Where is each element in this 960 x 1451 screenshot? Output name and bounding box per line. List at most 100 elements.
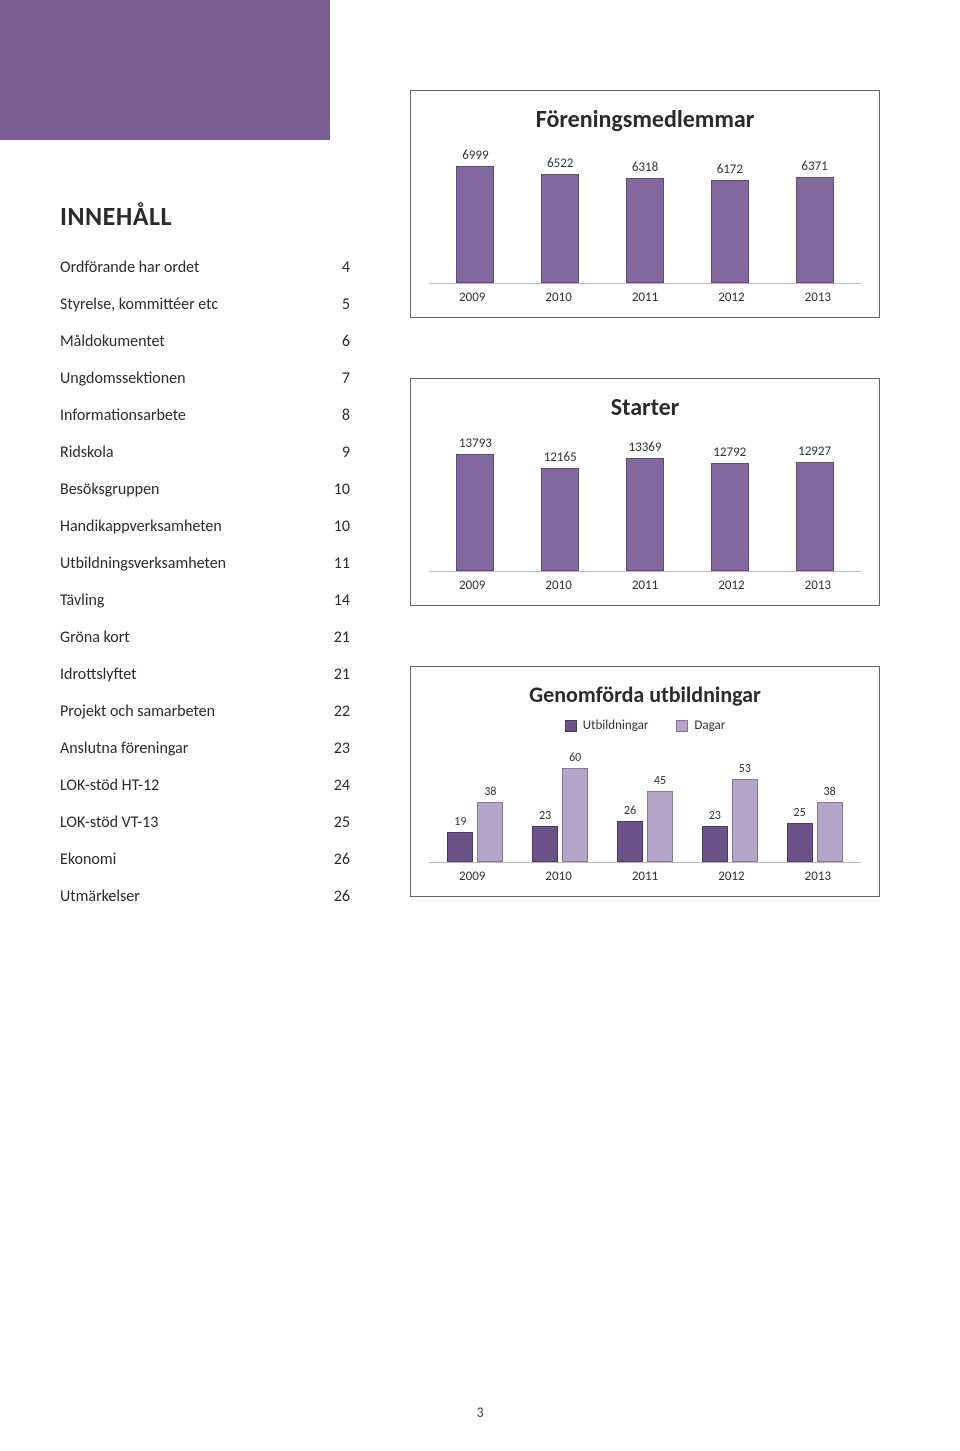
bar-group: 26 45	[603, 743, 688, 862]
toc-row: Måldokumentet6	[60, 332, 350, 351]
bar-value-label: 6172	[717, 162, 743, 177]
bar-slot: 6522	[518, 144, 603, 283]
toc-row: Gröna kort21	[60, 628, 350, 647]
charts-column: Föreningsmedlemmar 69996522631861726371 …	[410, 90, 880, 957]
bar-value-label: 6999	[462, 148, 488, 163]
x-tick-label: 2011	[602, 869, 688, 884]
x-tick-label: 2013	[775, 578, 861, 593]
bar-value-label: 19	[454, 815, 466, 829]
bar-value-label: 26	[624, 804, 636, 818]
bar	[617, 821, 643, 862]
bar	[541, 174, 579, 283]
bar	[532, 826, 558, 862]
bar	[787, 823, 813, 862]
x-tick-label: 2012	[688, 869, 774, 884]
bar-slot: 13793	[433, 432, 518, 571]
x-tick-label: 2012	[688, 290, 774, 305]
bar-value-label: 12792	[713, 445, 746, 460]
bar	[732, 779, 758, 862]
toc-row: Ridskola9	[60, 443, 350, 462]
bar-value-label: 13369	[629, 440, 662, 455]
bar-slot: 6172	[687, 144, 772, 283]
legend-item: Utbildningar	[565, 718, 649, 733]
bar-slot: 6999	[433, 144, 518, 283]
bar-value-label: 45	[654, 774, 666, 788]
bar-wrap: 25	[787, 743, 813, 862]
bar-value-label: 6522	[547, 156, 573, 171]
chart3-title: Genomförda utbildningar	[429, 681, 861, 708]
bar	[796, 462, 834, 571]
toc-item-label: Besöksgruppen	[60, 480, 320, 499]
chart2-bars: 1379312165133691279212927	[429, 432, 861, 572]
bar	[647, 791, 673, 862]
toc-item-page: 23	[320, 739, 350, 758]
toc-item-page: 9	[320, 443, 350, 462]
bar-value-label: 53	[739, 762, 751, 776]
toc-item-page: 4	[320, 258, 350, 277]
chart3-x-axis: 20092010201120122013	[429, 869, 861, 884]
toc-item-label: Handikappverksamheten	[60, 517, 320, 536]
toc-item-label: Måldokumentet	[60, 332, 320, 351]
bar-value-label: 6371	[801, 159, 827, 174]
toc-row: Tävling14	[60, 591, 350, 610]
toc-item-page: 7	[320, 369, 350, 388]
chart2-title: Starter	[429, 393, 861, 422]
bar-wrap: 60	[562, 743, 588, 862]
bar-wrap: 23	[532, 743, 558, 862]
bar-value-label: 12165	[544, 450, 577, 465]
toc-row: LOK-stöd HT-1224	[60, 776, 350, 795]
bar-slot: 6371	[772, 144, 857, 283]
bar	[456, 166, 494, 283]
toc-item-page: 10	[320, 480, 350, 499]
toc-row: Besöksgruppen10	[60, 480, 350, 499]
toc-item-label: Idrottslyftet	[60, 665, 320, 684]
bar-wrap: 45	[647, 743, 673, 862]
chart-utbildningar: Genomförda utbildningar Utbildningar Daga…	[410, 666, 880, 897]
bar-group: 25 38	[772, 743, 857, 862]
toc-row: Anslutna föreningar23	[60, 739, 350, 758]
bar	[626, 458, 664, 571]
x-tick-label: 2010	[515, 869, 601, 884]
toc-item-page: 24	[320, 776, 350, 795]
x-tick-label: 2011	[602, 578, 688, 593]
bar	[711, 180, 749, 283]
toc-rows: Ordförande har ordet4Styrelse, kommittée…	[60, 258, 350, 906]
bar-slot: 12165	[518, 432, 603, 571]
toc-item-label: Ordförande har ordet	[60, 258, 320, 277]
legend-item: Dagar	[676, 718, 725, 733]
chart-foreningsmedlemmar: Föreningsmedlemmar 69996522631861726371 …	[410, 90, 880, 318]
toc-item-page: 26	[320, 887, 350, 906]
bar-group: 1938	[433, 743, 518, 862]
table-of-contents: INNEHÅLL Ordförande har ordet4Styrelse, …	[60, 200, 350, 924]
toc-item-label: LOK-stöd VT-13	[60, 813, 320, 832]
bar-group: 2360	[518, 743, 603, 862]
toc-item-page: 14	[320, 591, 350, 610]
x-tick-label: 2010	[515, 578, 601, 593]
bar	[626, 178, 664, 283]
toc-item-label: LOK-stöd HT-12	[60, 776, 320, 795]
x-tick-label: 2009	[429, 290, 515, 305]
bar-value-label: 25	[793, 806, 805, 820]
x-tick-label: 2011	[602, 290, 688, 305]
sidebar-accent-block	[0, 0, 330, 140]
toc-row: Informationsarbete8	[60, 406, 350, 425]
bar-wrap: 38	[817, 743, 843, 862]
toc-row: Ekonomi26	[60, 850, 350, 869]
toc-row: Utbildningsverksamheten11	[60, 554, 350, 573]
x-tick-label: 2010	[515, 290, 601, 305]
legend-label: Utbildningar	[583, 718, 649, 733]
bar-wrap: 53	[732, 743, 758, 862]
bar-group: 2353	[687, 743, 772, 862]
legend-label: Dagar	[694, 718, 725, 733]
toc-item-page: 25	[320, 813, 350, 832]
x-tick-label: 2009	[429, 869, 515, 884]
bar	[702, 826, 728, 862]
chart3-legend: Utbildningar Dagar	[429, 718, 861, 733]
bar	[447, 832, 473, 862]
toc-item-page: 11	[320, 554, 350, 573]
bar-value-label: 38	[823, 785, 835, 799]
chart-starter: Starter 1379312165133691279212927 200920…	[410, 378, 880, 606]
bar-wrap: 38	[477, 743, 503, 862]
toc-item-page: 5	[320, 295, 350, 314]
toc-item-page: 21	[320, 628, 350, 647]
